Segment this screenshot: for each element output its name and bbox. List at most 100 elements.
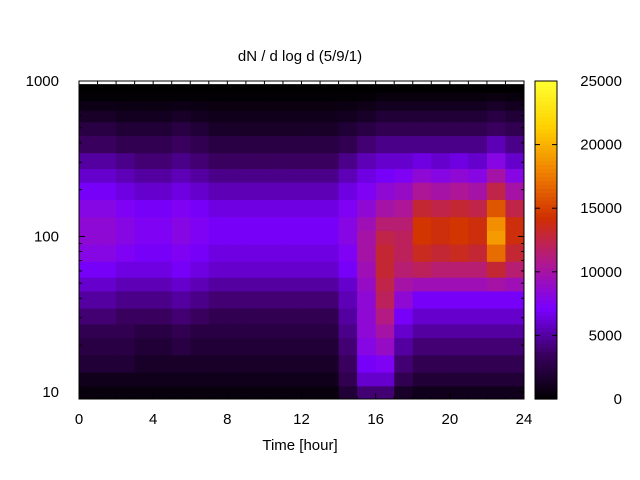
heat-cell (171, 243, 191, 262)
heat-cell (394, 84, 414, 93)
heat-cell (412, 277, 432, 292)
heat-cell (208, 100, 228, 111)
heat-cell (171, 337, 191, 356)
heat-cell (486, 182, 507, 200)
colorbar-segment (535, 243, 557, 249)
x-tick-label: 16 (367, 411, 384, 428)
heat-cell (338, 290, 358, 309)
heat-cell (468, 385, 488, 399)
heat-cell (134, 182, 154, 200)
colorbar-segment (535, 347, 557, 352)
heat-cell (301, 277, 321, 292)
heat-cell (264, 243, 284, 262)
heat-cell (468, 110, 488, 123)
heat-cell (264, 372, 284, 387)
heat-cell (79, 100, 99, 111)
heat-cell (431, 337, 451, 356)
colorbar-tick-label: 20000 (580, 137, 622, 154)
heat-cell (134, 308, 154, 325)
heat-cell (486, 308, 507, 325)
heat-cell (394, 230, 414, 245)
colorbar-segment (535, 395, 557, 400)
heat-cell (468, 337, 488, 356)
heat-cell (357, 199, 377, 218)
heat-cell (134, 277, 154, 292)
heat-cell (153, 385, 173, 399)
heat-cell (245, 337, 266, 356)
heat-cell (431, 261, 451, 278)
heat-cell (375, 308, 395, 325)
colorbar-segment (535, 81, 557, 86)
heat-cell (227, 323, 247, 339)
heat-cell (282, 354, 303, 373)
heat-cell (171, 323, 191, 339)
heat-cell (320, 354, 340, 373)
heat-cell (227, 168, 247, 183)
heat-cell (97, 182, 117, 200)
heat-cell (486, 323, 507, 339)
heat-cell (468, 121, 488, 136)
heat-cell (449, 337, 469, 356)
heat-cell (264, 152, 284, 170)
heat-cell (320, 121, 340, 136)
heat-cell (468, 152, 488, 170)
heat-cell (227, 110, 247, 123)
heat-cell (431, 277, 451, 292)
heat-cell (449, 323, 469, 339)
colorbar-segment (535, 164, 557, 170)
colorbar-frame (534, 80, 558, 400)
heat-cell (338, 385, 358, 399)
heat-cell (357, 337, 377, 356)
heat-cell (449, 216, 469, 231)
heat-cell (375, 110, 395, 123)
heat-cell (505, 135, 524, 154)
heat-cell (79, 290, 99, 309)
heat-cell (338, 199, 358, 218)
heat-cell (153, 92, 173, 102)
heat-cell (153, 84, 173, 93)
heat-cell (190, 323, 210, 339)
heat-cell (449, 372, 469, 387)
heat-cell (245, 100, 266, 111)
heat-cell (486, 100, 507, 111)
heat-cell (79, 385, 99, 399)
heat-cell (394, 92, 414, 102)
colorbar-segment (535, 124, 557, 130)
heat-cell (264, 354, 284, 373)
heat-cell (153, 323, 173, 339)
heat-cell (505, 277, 524, 292)
heat-cell (357, 354, 377, 373)
heat-cell (338, 84, 358, 93)
heat-cell (245, 243, 266, 262)
heat-cell (97, 261, 117, 278)
heat-cell (227, 354, 247, 373)
colorbar-segment (535, 351, 557, 356)
heat-cell (449, 84, 469, 93)
heat-cell (282, 84, 303, 93)
heat-cell (227, 230, 247, 245)
heat-cell (116, 135, 136, 154)
heat-cell (171, 290, 191, 309)
heat-cell (116, 168, 136, 183)
heat-cell (412, 110, 432, 123)
heat-cell (357, 182, 377, 200)
heat-cell (97, 308, 117, 325)
heat-cell (375, 182, 395, 200)
heat-cell (97, 216, 117, 231)
heat-cell (375, 372, 395, 387)
heat-cell (97, 290, 117, 309)
heat-cell (486, 152, 507, 170)
heat-cell (301, 199, 321, 218)
colorbar-segment (535, 391, 557, 396)
heat-cell (412, 243, 432, 262)
heat-cell (134, 290, 154, 309)
colorbar-segment (535, 228, 557, 233)
heat-cell (320, 337, 340, 356)
heat-cell (282, 152, 303, 170)
heat-cell (227, 277, 247, 292)
heat-cell (394, 110, 414, 123)
heat-cell (320, 84, 340, 93)
y-tick-label: 100 (34, 228, 59, 245)
heat-cell (412, 261, 432, 278)
heat-cell (190, 230, 210, 245)
